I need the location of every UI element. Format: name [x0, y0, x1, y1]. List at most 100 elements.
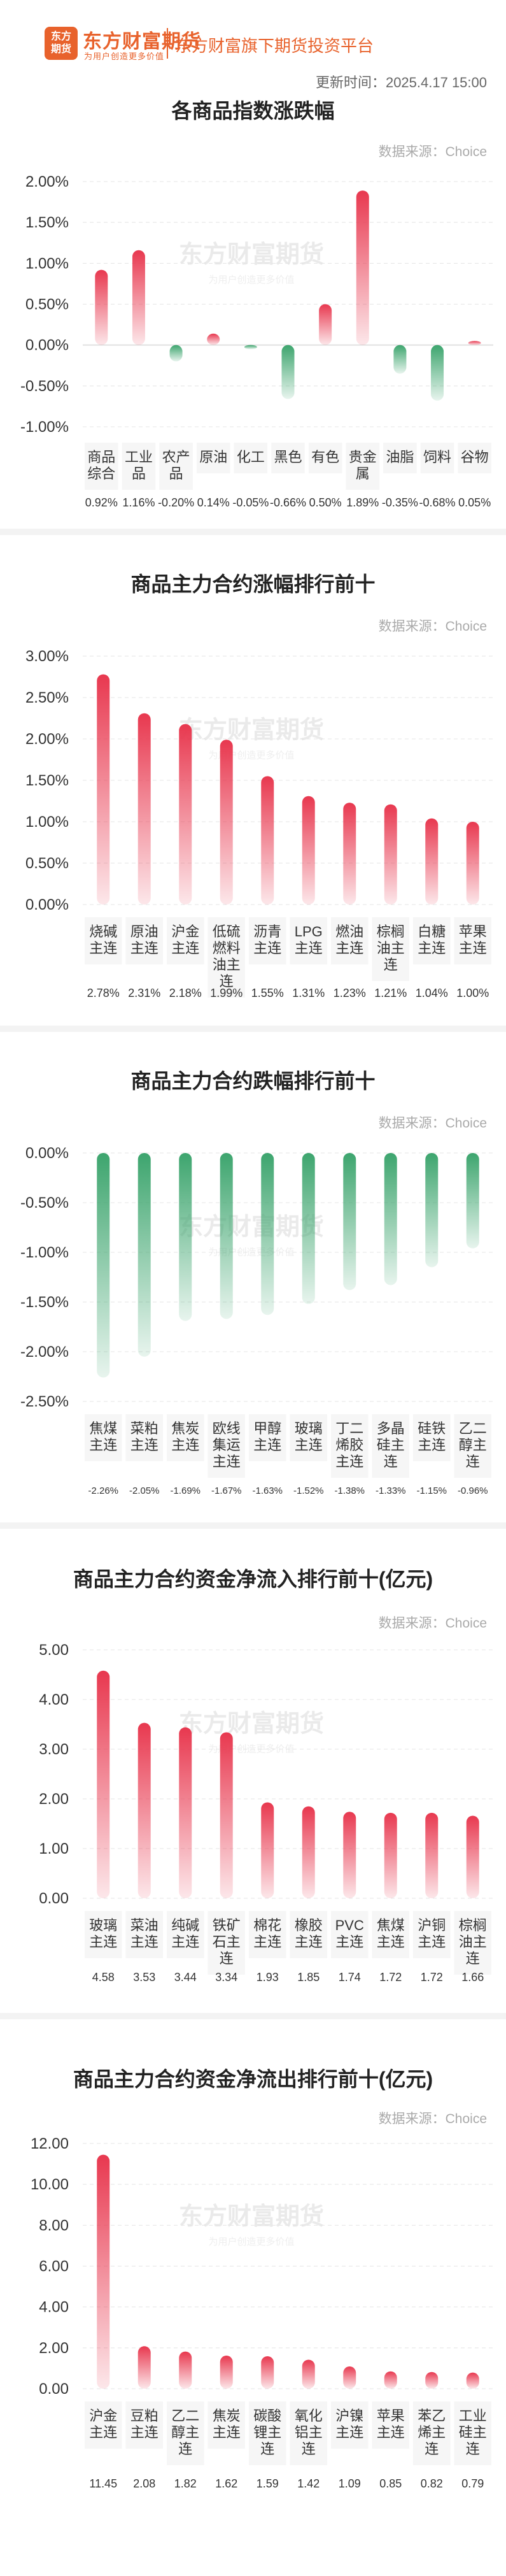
y-tick-label: 1.00% — [25, 813, 69, 831]
y-tick-label: 4.00 — [39, 1691, 69, 1708]
category-label-cell — [85, 2401, 122, 2449]
y-tick-label: 0.00% — [25, 337, 69, 354]
y-tick-label: 3.00 — [39, 1741, 69, 1758]
bar — [220, 2356, 233, 2389]
value-label: 11.45 — [89, 2477, 117, 2490]
x-category-label: 主连 — [253, 1437, 281, 1453]
value-label: 0.82 — [421, 2477, 443, 2490]
x-category-label: 玻璃 — [89, 1917, 117, 1933]
x-category-label: 连 — [425, 2441, 439, 2457]
bar — [425, 1812, 439, 1898]
value-label: 1.09 — [339, 2477, 361, 2490]
chart-title: 商品主力合约资金净流出排行前十(亿元) — [73, 2068, 433, 2091]
category-label-cell — [308, 443, 342, 473]
x-category-label: 主连 — [253, 940, 281, 956]
x-category-label: 主连 — [89, 2424, 117, 2440]
value-label: 0.50% — [309, 496, 342, 509]
x-category-label: 商品 — [87, 449, 115, 465]
category-label-cell — [331, 2401, 369, 2449]
value-label: 1.72 — [379, 1971, 402, 1984]
category-label-cell — [249, 1911, 286, 1958]
category-label-cell — [125, 1911, 163, 1958]
bar — [356, 190, 369, 345]
y-tick-label: -0.50% — [20, 1194, 69, 1212]
value-label: 1.89% — [346, 496, 379, 509]
y-tick-label: 0.00% — [25, 1145, 69, 1162]
x-category-label: 主连 — [171, 1437, 199, 1453]
value-label: 1.55% — [251, 987, 284, 999]
x-category-label: 烧碱 — [89, 924, 117, 940]
bar — [95, 269, 108, 345]
category-label-cell — [290, 2401, 327, 2465]
category-label-cell — [85, 1911, 122, 1958]
watermark-text: 东方财富期货 — [179, 1710, 324, 1738]
x-category-label: 连 — [220, 1950, 234, 1966]
chart-title: 商品主力合约跌幅排行前十 — [130, 1070, 375, 1092]
value-label: 3.53 — [133, 1971, 155, 1984]
value-label: -0.20% — [158, 496, 194, 509]
category-label-cell — [458, 443, 491, 473]
y-tick-label: -1.50% — [20, 1294, 69, 1311]
x-category-label: 主连 — [335, 2424, 363, 2440]
value-label: 1.93 — [257, 1971, 279, 1984]
x-category-label: 主连 — [89, 940, 117, 956]
category-label-cell — [413, 917, 451, 964]
x-category-label: 集运 — [213, 1437, 241, 1453]
x-category-label: 菜粕 — [130, 1420, 158, 1436]
bar — [244, 345, 257, 350]
x-category-label: 黑色 — [274, 449, 302, 465]
x-category-label: 菜油 — [130, 1917, 158, 1933]
watermark-text: 东方财富期货 — [179, 2203, 324, 2230]
x-category-label: 主连 — [130, 940, 158, 956]
x-category-label: 苯乙 — [418, 2408, 446, 2424]
bar — [97, 1670, 110, 1898]
y-tick-label: 0.00% — [25, 896, 69, 913]
bar — [466, 822, 479, 905]
x-category-label: 苹果 — [459, 924, 487, 940]
value-label: 1.85 — [297, 1971, 320, 1984]
value-label: -1.38% — [334, 1485, 365, 1496]
watermark-text: 东方财富期货 — [179, 717, 324, 744]
bar — [302, 1806, 315, 1898]
x-category-label: 油脂 — [386, 449, 414, 465]
bar — [261, 1802, 274, 1898]
watermark-subtext: 为用户创造更多价值 — [208, 2236, 294, 2247]
value-label: -1.69% — [170, 1485, 200, 1496]
x-category-label: 焦炭 — [171, 1420, 199, 1436]
y-tick-label: 8.00 — [39, 2217, 69, 2234]
x-category-label: 主连 — [335, 1934, 363, 1950]
section-separator — [0, 1026, 506, 1032]
x-category-label: 低硫 — [213, 924, 241, 940]
x-category-label: 沥青 — [253, 924, 281, 940]
x-category-label: 碳酸 — [253, 2408, 281, 2424]
x-category-label: 棉花 — [253, 1917, 281, 1933]
value-label: 1.42 — [297, 2477, 320, 2490]
category-label-cell — [207, 1911, 245, 1975]
bar-chart: 商品主力合约跌幅排行前十数据来源：Choice东方财富期货为用户创造更多价值0.… — [20, 1070, 493, 1496]
x-category-label: 燃料 — [213, 940, 241, 956]
x-category-label: 连 — [466, 2441, 480, 2457]
watermark-text: 东方财富期货 — [179, 241, 324, 268]
chart-title: 商品主力合约资金净流入排行前十(亿元) — [73, 1568, 433, 1591]
bar-chart: 商品主力合约资金净流入排行前十(亿元)数据来源：Choice东方财富期货为用户创… — [39, 1568, 493, 1984]
value-label: 1.59 — [257, 2477, 279, 2490]
x-category-label: 工业 — [459, 2408, 487, 2424]
x-category-label: 谷物 — [461, 449, 489, 465]
platform-title: 东方财富旗下期货投资平台 — [175, 36, 374, 55]
bar — [137, 1153, 151, 1357]
value-label: 1.74 — [339, 1971, 361, 1984]
value-label: -2.05% — [129, 1485, 160, 1496]
chart-title: 各商品指数涨跌幅 — [171, 99, 334, 122]
x-category-label: 沪铜 — [418, 1917, 446, 1933]
value-label: -1.15% — [416, 1485, 447, 1496]
y-tick-label: 0.50% — [25, 855, 69, 872]
x-category-label: 石主 — [213, 1934, 241, 1950]
header-divider — [167, 28, 168, 59]
category-label-cell — [125, 917, 163, 964]
section-separator — [0, 2013, 506, 2019]
x-category-label: 主连 — [213, 1454, 241, 1470]
value-label: 1.62 — [215, 2477, 237, 2490]
header: 东方 期货 东方财富期货 为用户创造更多价值 东方财富旗下期货投资平台 更新时间… — [0, 0, 506, 96]
category-label-cell — [159, 443, 193, 490]
